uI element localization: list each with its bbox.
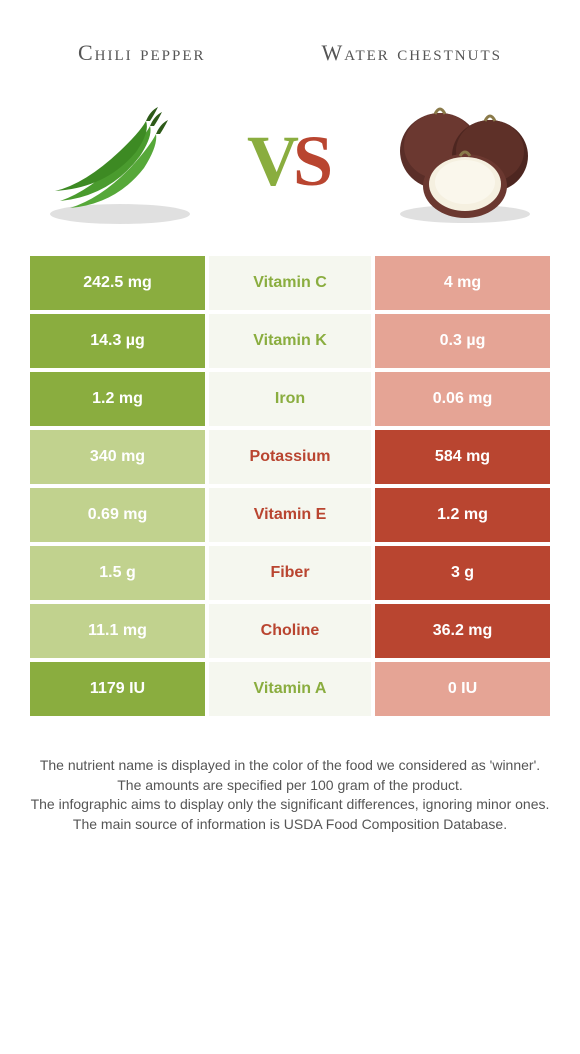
footnote-line: The amounts are specified per 100 gram o… — [24, 776, 556, 796]
table-row: 0.69 mgVitamin E1.2 mg — [30, 488, 550, 542]
vs-label: V S — [247, 120, 333, 203]
vs-s-letter: S — [293, 120, 333, 203]
table-row: 242.5 mgVitamin C4 mg — [30, 256, 550, 310]
left-value: 1.5 g — [30, 546, 205, 600]
nutrient-name: Iron — [209, 372, 371, 426]
right-value: 0 IU — [375, 662, 550, 716]
right-value: 584 mg — [375, 430, 550, 484]
left-value: 11.1 mg — [30, 604, 205, 658]
left-value: 1179 IU — [30, 662, 205, 716]
table-row: 340 mgPotassium584 mg — [30, 430, 550, 484]
water-chestnut-image — [370, 96, 550, 226]
nutrient-name: Potassium — [209, 430, 371, 484]
chili-pepper-image — [30, 96, 210, 226]
right-food-title: Water chestnuts — [322, 40, 502, 66]
left-value: 0.69 mg — [30, 488, 205, 542]
nutrient-name: Vitamin K — [209, 314, 371, 368]
nutrient-name: Vitamin C — [209, 256, 371, 310]
nutrient-name: Vitamin A — [209, 662, 371, 716]
table-row: 1.2 mgIron0.06 mg — [30, 372, 550, 426]
left-value: 340 mg — [30, 430, 205, 484]
table-row: 1.5 gFiber3 g — [30, 546, 550, 600]
footnote-line: The nutrient name is displayed in the co… — [24, 756, 556, 776]
table-row: 1179 IUVitamin A0 IU — [30, 662, 550, 716]
nutrient-name: Choline — [209, 604, 371, 658]
nutrient-comparison-table: 242.5 mgVitamin C4 mg14.3 µgVitamin K0.3… — [30, 256, 550, 716]
left-value: 14.3 µg — [30, 314, 205, 368]
left-value: 1.2 mg — [30, 372, 205, 426]
right-value: 1.2 mg — [375, 488, 550, 542]
left-food-title: Chili pepper — [78, 40, 206, 66]
table-row: 14.3 µgVitamin K0.3 µg — [30, 314, 550, 368]
footnote-line: The infographic aims to display only the… — [24, 795, 556, 815]
table-row: 11.1 mgCholine36.2 mg — [30, 604, 550, 658]
right-value: 36.2 mg — [375, 604, 550, 658]
right-value: 0.06 mg — [375, 372, 550, 426]
right-value: 0.3 µg — [375, 314, 550, 368]
right-value: 4 mg — [375, 256, 550, 310]
vs-v-letter: V — [247, 120, 299, 203]
footnote-line: The main source of information is USDA F… — [24, 815, 556, 835]
footnotes: The nutrient name is displayed in the co… — [0, 716, 580, 834]
nutrient-name: Fiber — [209, 546, 371, 600]
left-value: 242.5 mg — [30, 256, 205, 310]
header-titles: Chili pepper Water chestnuts — [0, 0, 580, 96]
images-row: V S — [0, 96, 580, 256]
right-value: 3 g — [375, 546, 550, 600]
nutrient-name: Vitamin E — [209, 488, 371, 542]
